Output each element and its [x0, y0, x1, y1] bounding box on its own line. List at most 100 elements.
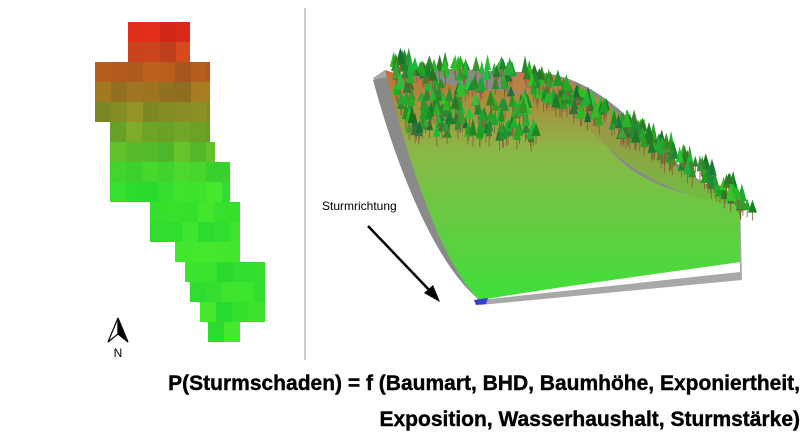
map-cell: [95, 82, 111, 102]
map-cell: [176, 42, 190, 62]
map-cell: [142, 122, 158, 142]
map-cell: [222, 162, 230, 182]
map-cell: [191, 62, 207, 82]
map-cell: [143, 62, 159, 82]
terrain-model: [373, 47, 757, 305]
map-cell: [191, 102, 207, 122]
north-arrow: N: [108, 318, 128, 360]
map-cell: [191, 242, 207, 262]
map-cell: [166, 202, 182, 222]
map-cell: [207, 62, 210, 82]
map-cell: [214, 202, 230, 222]
map-cell: [95, 102, 111, 122]
map-cell: [190, 162, 206, 182]
map-cell: [176, 22, 190, 42]
map-cell: [233, 262, 249, 282]
map-cell: [174, 142, 190, 162]
map-cell: [158, 142, 174, 162]
map-cell: [159, 102, 175, 122]
map-cell: [126, 162, 142, 182]
map-cell: [174, 122, 190, 142]
map-cell: [160, 22, 176, 42]
map-cell: [239, 242, 240, 262]
map-cell: [223, 242, 239, 262]
map-cell: [142, 182, 158, 202]
tree: [484, 54, 491, 70]
map-cell: [175, 62, 191, 82]
map-cell: [222, 182, 230, 202]
map-cell: [159, 62, 175, 82]
map-cell: [142, 162, 158, 182]
map-cell: [208, 322, 224, 342]
pixel-map: [95, 22, 265, 342]
map-cell: [143, 82, 159, 102]
figure: N Sturmrichtung P(Sturmschaden) = f (Bau…: [0, 0, 805, 440]
map-cell: [126, 122, 142, 142]
map-cell: [160, 42, 176, 62]
map-cell: [174, 182, 190, 202]
map-cell: [128, 22, 144, 42]
map-cell: [158, 162, 174, 182]
tree: [472, 56, 480, 71]
map-cell: [144, 22, 160, 42]
map-cell: [110, 162, 126, 182]
map-cell: [111, 102, 127, 122]
map-cell: [143, 102, 159, 122]
map-cell: [182, 202, 198, 222]
map-cell: [222, 282, 238, 302]
map-cell: [216, 302, 232, 322]
map-cell: [214, 222, 230, 242]
map-cell: [126, 182, 142, 202]
formula-line: P(Sturmschaden) = f (Baumart, BHD, Baumh…: [168, 372, 800, 395]
map-cell: [175, 242, 191, 262]
map-cell: [248, 302, 264, 322]
map-cell: [150, 202, 166, 222]
map-cell: [230, 202, 240, 222]
map-cell: [190, 182, 206, 202]
map-cell: [128, 42, 144, 62]
map-cell: [201, 262, 217, 282]
map-cell: [110, 142, 126, 162]
map-cell: [200, 302, 216, 322]
map-cell: [249, 262, 265, 282]
map-cell: [127, 62, 143, 82]
map-cell: [224, 322, 240, 342]
map-cell: [190, 122, 206, 142]
map-cell: [190, 142, 206, 162]
tree: [479, 60, 485, 73]
map-cell: [238, 282, 254, 302]
tree: [692, 156, 698, 167]
map-cell: [166, 222, 182, 242]
map-cell: [150, 222, 166, 242]
map-cell: [207, 242, 223, 262]
map-cell: [206, 122, 210, 142]
map-cell: [207, 82, 210, 102]
map-cell: [230, 222, 240, 242]
map-cell: [111, 62, 127, 82]
map-cell: [158, 182, 174, 202]
map-cell: [142, 142, 158, 162]
formula-line: Exposition, Wasserhaushalt, Sturmstärke): [379, 408, 800, 431]
tree: [522, 55, 529, 73]
map-cell: [144, 42, 160, 62]
map-cell: [175, 82, 191, 102]
map-cell: [158, 122, 174, 142]
map-cell: [175, 102, 191, 122]
map-cell: [207, 102, 210, 122]
map-cell: [174, 162, 190, 182]
map-cell: [126, 142, 142, 162]
map-cell: [111, 82, 127, 102]
map-cell: [182, 222, 198, 242]
map-cell: [110, 182, 126, 202]
map-cell: [217, 262, 233, 282]
map-cell: [206, 182, 222, 202]
wind-arrow: [368, 226, 440, 302]
map-cell: [127, 82, 143, 102]
map-cell: [206, 282, 222, 302]
map-cell: [264, 302, 265, 322]
map-cell: [254, 282, 265, 302]
north-label: N: [114, 346, 123, 360]
map-cell: [232, 302, 248, 322]
map-cell: [206, 142, 215, 162]
wind-label: Sturmrichtung: [322, 199, 397, 213]
